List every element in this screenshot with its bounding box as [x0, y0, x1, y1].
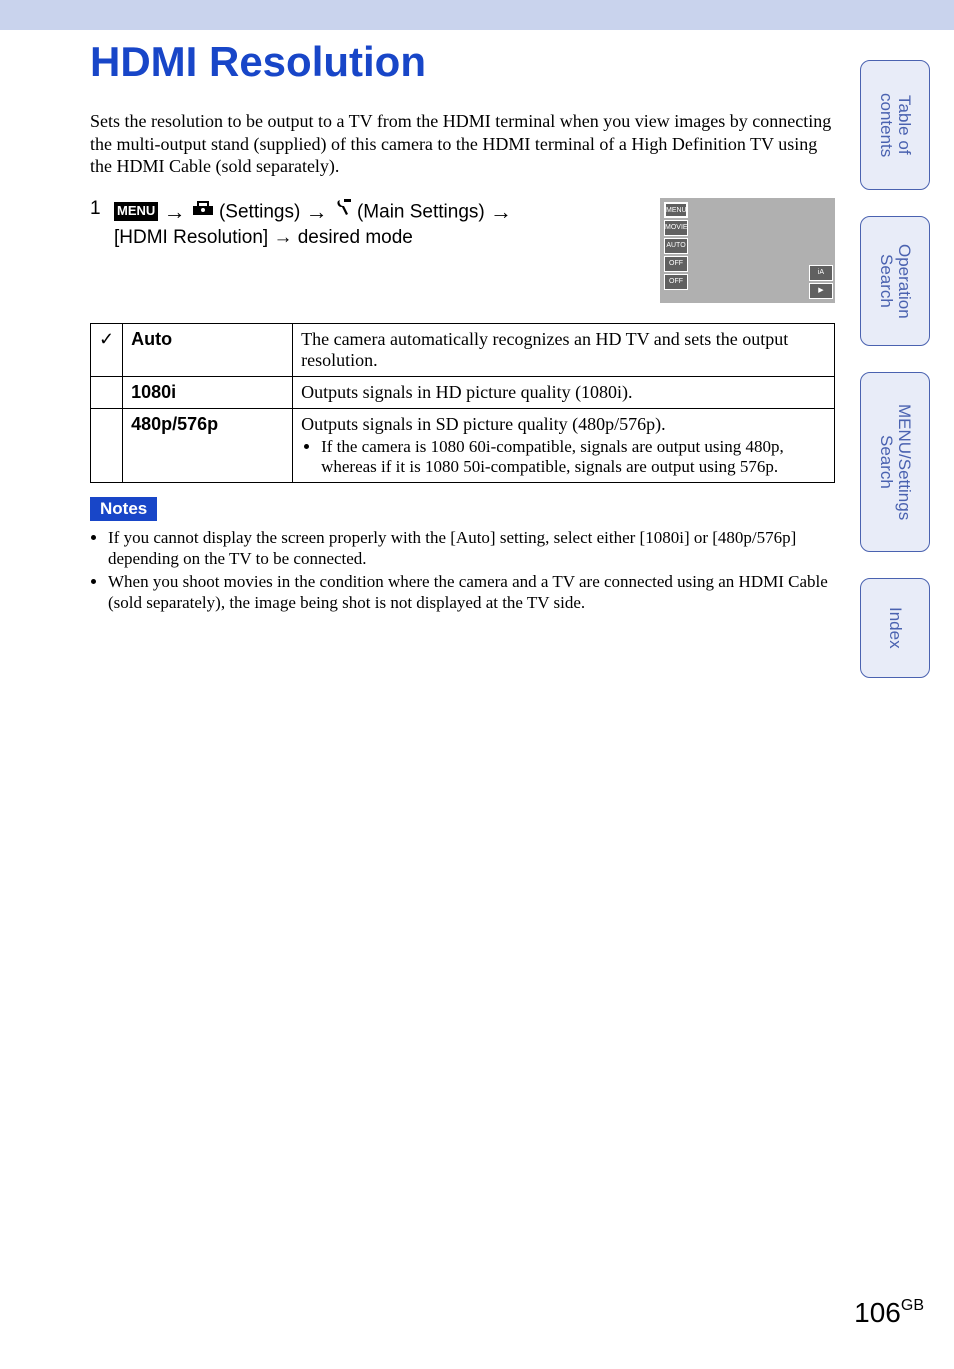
page-title: HDMI Resolution [90, 38, 835, 86]
note-item: If you cannot display the screen properl… [108, 527, 835, 570]
arrow-icon: → [164, 199, 192, 224]
main-content: HDMI Resolution Sets the resolution to b… [90, 30, 835, 616]
step-number: 1 [90, 198, 102, 220]
table-row: 1080iOutputs signals in HD picture quali… [91, 376, 835, 408]
option-checkmark: ✓ [91, 323, 123, 376]
step-instructions: MENU → (Settings) → (Main Settings) → [H… [114, 198, 648, 251]
main-settings-label: (Main Settings) [357, 201, 485, 222]
option-description: Outputs signals in SD picture quality (4… [293, 408, 835, 482]
wrench-icon [334, 198, 352, 226]
notes-list: If you cannot display the screen properl… [108, 527, 835, 614]
options-table: ✓AutoThe camera automatically recognizes… [90, 323, 835, 483]
thumb-play-icon: ▶ [809, 283, 833, 299]
thumb-movie-icon: MOVIE [664, 220, 688, 236]
side-navigation-tabs: Table of contents Operation Search MENU/… [860, 60, 930, 678]
thumb-flash-icon: AUTO [664, 238, 688, 254]
thumb-right-icons: iA ▶ [809, 265, 831, 299]
page-number-value: 106 [854, 1297, 901, 1328]
thumb-menu-icon: MENU [664, 202, 688, 218]
menu-icon: MENU [114, 202, 158, 221]
option-bullet: If the camera is 1080 60i-compatible, si… [321, 437, 826, 477]
step-row: 1 MENU → (Settings) → (Main Settings) → … [90, 198, 835, 303]
page-number-suffix: GB [901, 1297, 924, 1314]
arrow-icon: → [490, 199, 512, 224]
option-description: Outputs signals in HD picture quality (1… [293, 376, 835, 408]
table-row: 480p/576pOutputs signals in SD picture q… [91, 408, 835, 482]
option-checkmark [91, 376, 123, 408]
option-checkmark [91, 408, 123, 482]
page-number: 106GB [854, 1297, 924, 1329]
camera-screen-thumbnail: MENU MOVIE AUTO OFF OFF iA ▶ [660, 198, 835, 303]
option-description: The camera automatically recognizes an H… [293, 323, 835, 376]
toolbox-icon [192, 199, 214, 224]
option-label: Auto [123, 323, 293, 376]
tab-operation-search[interactable]: Operation Search [860, 216, 930, 346]
settings-label: (Settings) [219, 201, 300, 222]
option-label: 480p/576p [123, 408, 293, 482]
thumb-smile-icon: OFF [664, 274, 688, 290]
arrow-icon: → [306, 199, 334, 224]
tab-index[interactable]: Index [860, 578, 930, 678]
table-row: ✓AutoThe camera automatically recognizes… [91, 323, 835, 376]
thumb-timer-icon: OFF [664, 256, 688, 272]
thumb-mode-icon: iA [809, 265, 833, 281]
tab-table-of-contents[interactable]: Table of contents [860, 60, 930, 190]
note-item: When you shoot movies in the condition w… [108, 571, 835, 614]
option-label: 1080i [123, 376, 293, 408]
intro-paragraph: Sets the resolution to be output to a TV… [90, 110, 835, 178]
thumb-left-icons: MENU MOVIE AUTO OFF OFF [664, 202, 690, 290]
tab-menu-settings-search[interactable]: MENU/Settings Search [860, 372, 930, 552]
notes-heading: Notes [90, 497, 157, 521]
step-line2: [HDMI Resolution] → desired mode [114, 227, 413, 248]
header-background [0, 0, 954, 30]
